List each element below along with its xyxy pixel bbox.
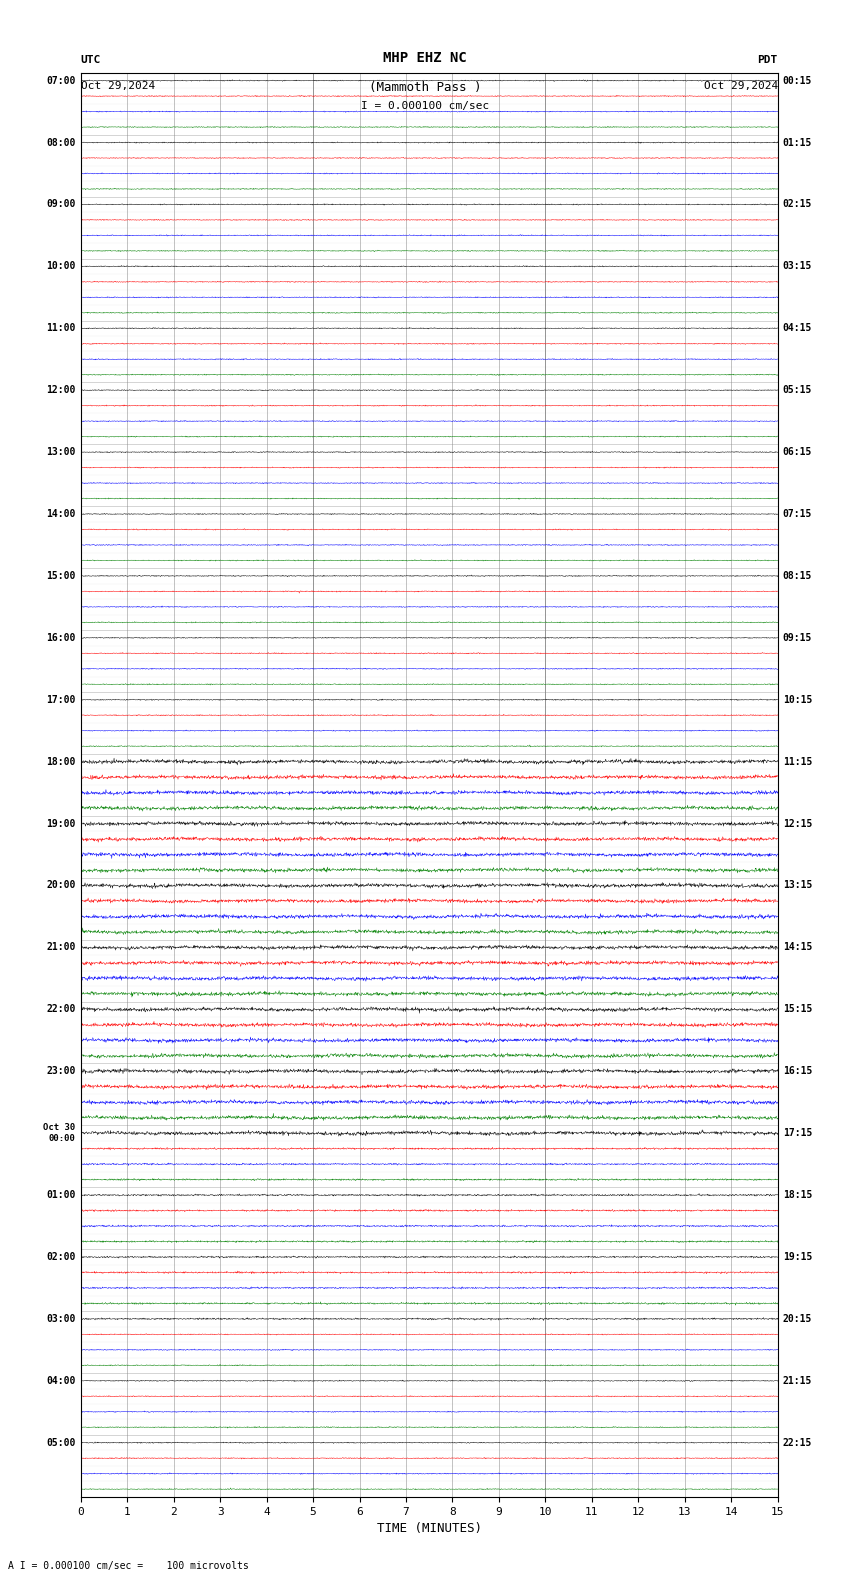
Text: Oct 29,2024: Oct 29,2024 [81, 81, 155, 90]
Text: 03:00: 03:00 [46, 1313, 76, 1324]
Text: MHP EHZ NC: MHP EHZ NC [383, 51, 467, 65]
Text: 17:15: 17:15 [783, 1128, 813, 1139]
Text: 13:15: 13:15 [783, 881, 813, 890]
Text: 10:00: 10:00 [46, 261, 76, 271]
Text: 04:15: 04:15 [783, 323, 813, 333]
Text: 02:15: 02:15 [783, 200, 813, 209]
Text: A I = 0.000100 cm/sec =    100 microvolts: A I = 0.000100 cm/sec = 100 microvolts [8, 1562, 249, 1571]
Text: 06:15: 06:15 [783, 447, 813, 458]
Text: 16:00: 16:00 [46, 634, 76, 643]
Text: PDT: PDT [757, 55, 778, 65]
Text: 03:15: 03:15 [783, 261, 813, 271]
Text: 18:15: 18:15 [783, 1190, 813, 1201]
Text: 09:00: 09:00 [46, 200, 76, 209]
Text: 07:00: 07:00 [46, 76, 76, 86]
Text: 20:15: 20:15 [783, 1313, 813, 1324]
Text: 05:00: 05:00 [46, 1438, 76, 1448]
Text: 07:15: 07:15 [783, 508, 813, 520]
Text: 19:00: 19:00 [46, 819, 76, 828]
Text: Oct 30
00:00: Oct 30 00:00 [43, 1123, 76, 1142]
Text: 11:15: 11:15 [783, 757, 813, 767]
Text: I = 0.000100 cm/sec: I = 0.000100 cm/sec [361, 101, 489, 111]
Text: 08:00: 08:00 [46, 138, 76, 147]
Text: 01:00: 01:00 [46, 1190, 76, 1201]
Text: 00:15: 00:15 [783, 76, 813, 86]
Text: 08:15: 08:15 [783, 570, 813, 581]
Text: 23:00: 23:00 [46, 1066, 76, 1076]
Text: 01:15: 01:15 [783, 138, 813, 147]
Text: UTC: UTC [81, 55, 101, 65]
Text: 20:00: 20:00 [46, 881, 76, 890]
Text: 14:00: 14:00 [46, 508, 76, 520]
Text: 11:00: 11:00 [46, 323, 76, 333]
Text: 19:15: 19:15 [783, 1251, 813, 1262]
Text: 15:00: 15:00 [46, 570, 76, 581]
Text: 17:00: 17:00 [46, 695, 76, 705]
Text: 21:15: 21:15 [783, 1376, 813, 1386]
Text: 02:00: 02:00 [46, 1251, 76, 1262]
Text: 22:15: 22:15 [783, 1438, 813, 1448]
Text: 12:00: 12:00 [46, 385, 76, 394]
Text: 12:15: 12:15 [783, 819, 813, 828]
Text: (Mammoth Pass ): (Mammoth Pass ) [369, 81, 481, 93]
Text: 22:00: 22:00 [46, 1004, 76, 1014]
Text: 13:00: 13:00 [46, 447, 76, 458]
Text: 21:00: 21:00 [46, 942, 76, 952]
Text: 05:15: 05:15 [783, 385, 813, 394]
Text: Oct 29,2024: Oct 29,2024 [704, 81, 778, 90]
Text: 04:00: 04:00 [46, 1376, 76, 1386]
X-axis label: TIME (MINUTES): TIME (MINUTES) [377, 1522, 482, 1535]
Text: 15:15: 15:15 [783, 1004, 813, 1014]
Text: 09:15: 09:15 [783, 634, 813, 643]
Text: 14:15: 14:15 [783, 942, 813, 952]
Text: 16:15: 16:15 [783, 1066, 813, 1076]
Text: 10:15: 10:15 [783, 695, 813, 705]
Text: 18:00: 18:00 [46, 757, 76, 767]
